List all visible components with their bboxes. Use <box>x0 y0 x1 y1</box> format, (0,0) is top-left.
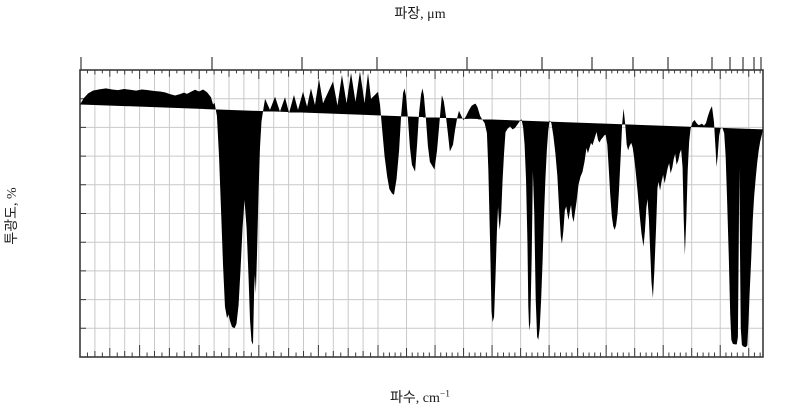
plot-frame <box>79 69 764 358</box>
bottom-axis-title-text: 파수, cm <box>390 391 440 406</box>
top-axis-title-text: 파장, μm <box>394 7 446 22</box>
wavelength-tick-marks <box>80 57 762 70</box>
top-axis-title: 파장, μm <box>40 3 800 23</box>
y-axis-title: 투광도, % <box>5 187 20 245</box>
bottom-axis-title-exponent: −1 <box>439 389 450 400</box>
spectrum-curve: 2.53.04.05.06.07.08.09.010.012.015.04000… <box>80 71 763 348</box>
bottom-axis-title: 파수, cm−1 <box>40 387 800 407</box>
axis-tick-marks <box>79 70 764 357</box>
